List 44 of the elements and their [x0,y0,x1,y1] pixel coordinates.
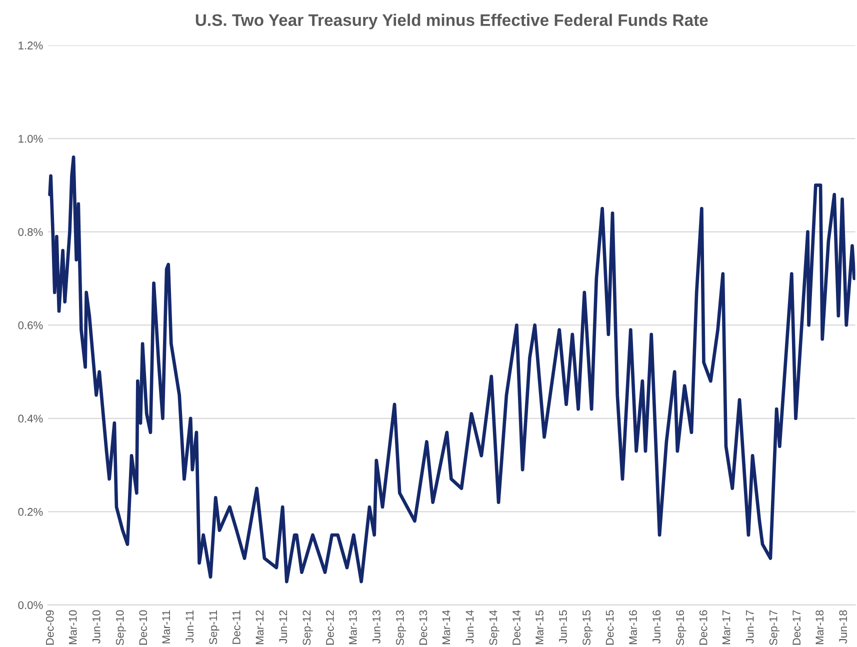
y-tick-label: 0.4% [18,414,43,423]
x-tick-label: Jun-18 [839,610,848,644]
x-tick-label: Mar-12 [256,610,264,644]
chart-title: U.S. Two Year Treasury Yield minus Effective Federal Funds Rate [196,14,708,30]
x-tick-label: Dec-13 [419,610,428,645]
x-tick-label: Jun-12 [279,610,288,644]
x-tick-label: Sep-11 [209,610,220,644]
y-tick-label: 0.0% [18,601,43,610]
x-tick-label: Mar-16 [629,610,637,644]
x-tick-label: Jun-17 [746,610,754,644]
x-tick-label: Jun-15 [559,610,567,644]
y-tick-label: 0.8% [18,228,43,236]
x-tick-label: Jun-16 [652,610,660,644]
x-tick-label: Sep-17 [769,610,780,646]
x-tick-label: Sep-13 [396,610,406,646]
x-tick-label: Sep-10 [116,610,126,646]
x-tick-label: Mar-11 [162,610,170,644]
x-tick-label: Dec-14 [512,610,520,645]
y-tick-label: 1.0% [18,134,43,143]
x-tick-label: Sep-12 [302,610,313,646]
x-tick-label: Dec-17 [792,610,801,645]
x-tick-label: Jun-11 [186,610,194,643]
x-tick-label: Jun-13 [372,610,380,644]
x-tick-label: Jun-10 [92,610,100,644]
line-series [48,156,856,584]
y-tick-label: 1.2% [18,42,43,50]
y-tick-label: 0.2% [18,508,43,516]
x-tick-label: Sep-16 [676,610,686,646]
x-tick-label: Dec-11 [232,610,240,644]
x-tick-label: Mar-14 [442,610,450,644]
x-tick-label: Dec-15 [606,610,614,645]
x-tick-label: Mar-18 [816,610,824,644]
x-tick-label: Dec-16 [699,610,708,645]
x-tick-label: Dec-10 [139,610,148,645]
x-tick-label: Sep-15 [582,610,593,646]
x-tick-label: Jun-14 [466,610,474,644]
x-tick-label: Sep-14 [489,610,500,646]
y-tick-label: 0.6% [18,321,43,330]
x-tick-label: Mar-17 [722,610,730,644]
x-tick-label: Mar-15 [536,610,544,644]
x-tick-label: Mar-13 [349,610,357,644]
x-tick-label: Dec-09 [46,610,54,645]
x-tick-label: Mar-10 [68,610,77,644]
x-tick-label: Dec-12 [326,610,334,645]
